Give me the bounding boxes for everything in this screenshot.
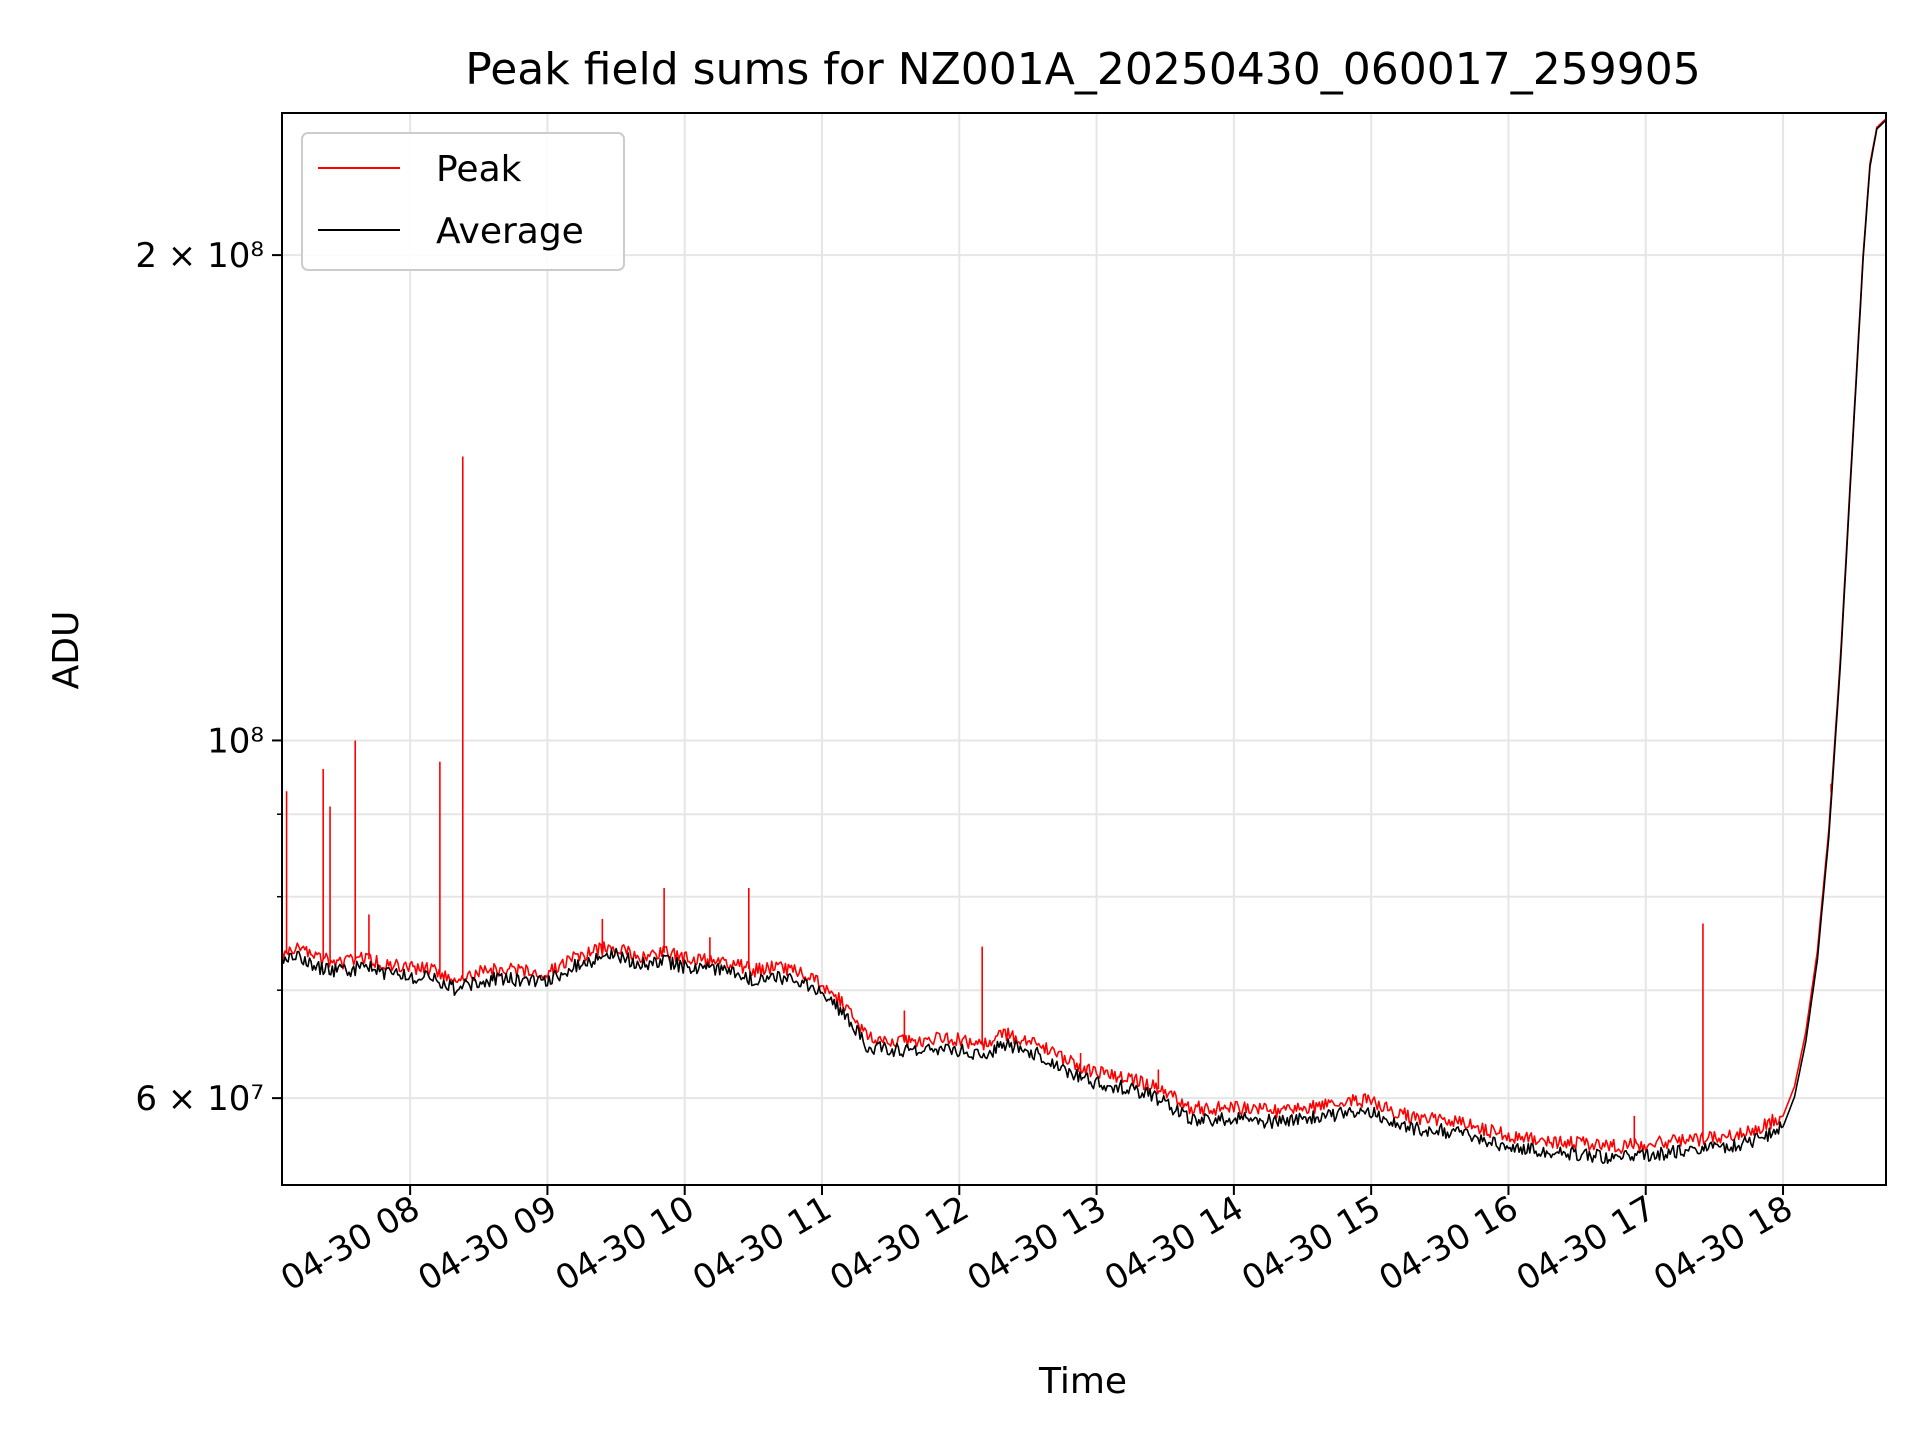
plot-area — [282, 118, 1886, 1165]
grid — [282, 113, 1886, 1185]
axes-frame — [281, 112, 1887, 1186]
y-axis-label: ADU — [46, 611, 87, 690]
y-axis: 6 × 10⁷ 10⁸ 2 × 10⁸ — [135, 236, 282, 1119]
x-axis-label: Time — [1038, 1361, 1127, 1402]
legend: Peak Average — [301, 132, 625, 271]
y-tick-label: 6 × 10⁷ — [135, 1079, 264, 1119]
legend-label-average: Average — [436, 211, 584, 252]
legend-label-peak: Peak — [436, 149, 522, 190]
series-line-peak — [282, 118, 1886, 1154]
series-line-average — [282, 119, 1886, 1165]
y-tick-label: 2 × 10⁸ — [135, 236, 264, 276]
series-group — [282, 118, 1886, 1165]
y-tick-label: 10⁸ — [207, 721, 264, 761]
chart-title: Peak field sums for NZ001A_20250430_0600… — [465, 44, 1700, 95]
